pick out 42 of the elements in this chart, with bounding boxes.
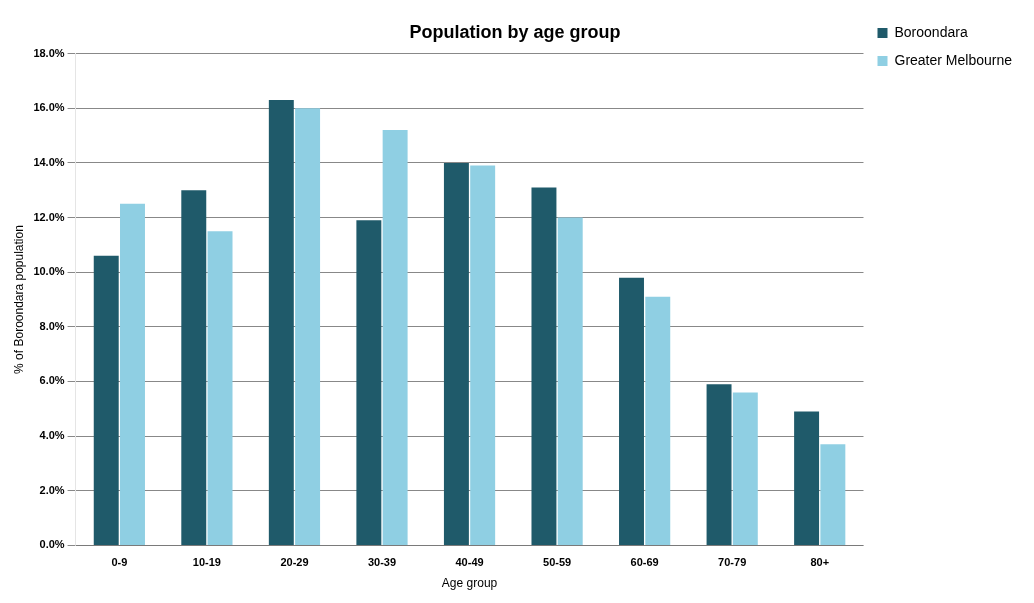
y-tick-label: 8.0% [39, 319, 65, 332]
y-tick-label: 4.0% [39, 429, 65, 442]
bar [207, 231, 233, 545]
x-tick-label: 30-39 [367, 556, 397, 569]
y-tick-label: 18.0% [33, 46, 65, 59]
x-tick-label: 40-49 [455, 556, 484, 569]
y-tick-label: 12.0% [33, 210, 65, 223]
y-tick-label: 16.0% [33, 101, 65, 114]
x-tick-label: 0-9 [111, 556, 128, 569]
bar [382, 130, 408, 545]
bar [356, 220, 382, 545]
bar [93, 255, 119, 545]
bar [120, 203, 145, 545]
x-tick-label: 10-19 [192, 556, 221, 569]
x-tick-label: 60-69 [630, 556, 659, 569]
bar [268, 100, 294, 545]
bar [531, 187, 557, 545]
bar [295, 108, 321, 545]
y-tick-label: 0.0% [39, 538, 65, 551]
bar [443, 162, 469, 545]
bar [470, 165, 496, 545]
y-tick-label: 6.0% [39, 374, 65, 387]
bar [181, 190, 207, 545]
x-tick-label: 80+ [810, 556, 830, 569]
x-axis-title: Age group [441, 576, 498, 591]
bar [557, 217, 583, 545]
legend-label: Boroondara [894, 23, 968, 40]
chart-title: Population by age group [409, 21, 621, 42]
bar [706, 384, 732, 545]
x-tick-label: 70-79 [718, 556, 747, 569]
bar [645, 296, 671, 545]
y-tick-label: 14.0% [33, 155, 65, 168]
x-tick-label: 20-29 [280, 556, 309, 569]
legend-label: Greater Melbourne [894, 51, 1013, 68]
y-tick-label: 10.0% [33, 265, 65, 278]
bar [732, 392, 758, 545]
x-tick-label: 50-59 [543, 556, 572, 569]
y-axis-title: % of Boroondara population [11, 225, 26, 374]
bar [794, 411, 820, 545]
bar [820, 444, 846, 545]
bar [619, 277, 644, 545]
y-tick-label: 2.0% [39, 483, 65, 496]
